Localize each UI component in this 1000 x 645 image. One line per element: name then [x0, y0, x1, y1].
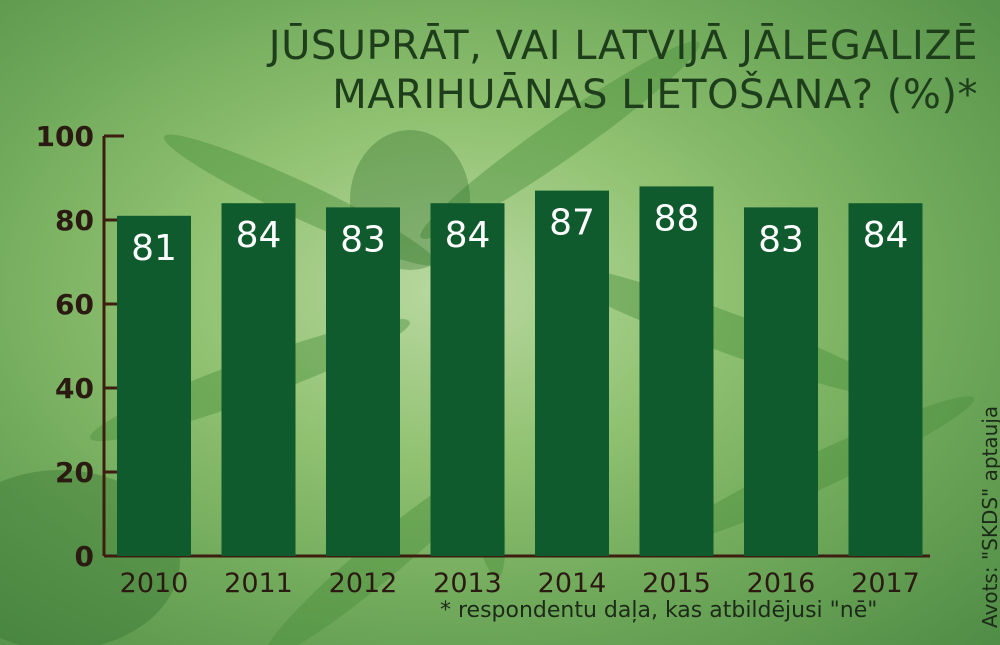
bar — [744, 207, 818, 556]
x-tick-label: 2013 — [433, 568, 502, 599]
x-tick-label: 2015 — [642, 568, 711, 599]
x-tick-label: 2014 — [538, 568, 607, 599]
bar-value-label: 83 — [340, 219, 386, 260]
y-tick-label: 0 — [75, 540, 94, 573]
y-tick-label: 100 — [36, 120, 94, 153]
chart-title: JŪSUPRĀT, VAI LATVIJĀ JĀLEGALIZĒ MARIHUĀ… — [258, 22, 978, 120]
chart-title-line1: JŪSUPRĀT, VAI LATVIJĀ JĀLEGALIZĒ — [268, 23, 978, 69]
x-tick-label: 2017 — [851, 568, 920, 599]
bar — [848, 203, 923, 556]
y-tick-label: 20 — [55, 456, 94, 489]
bar-value-label: 81 — [131, 228, 177, 269]
footnote: * respondentu daļa, kas atbildējusi "nē" — [440, 598, 878, 623]
bar — [535, 190, 609, 556]
bar-value-label: 84 — [863, 215, 909, 256]
bar-value-label: 87 — [549, 203, 595, 244]
x-tick-label: 2010 — [120, 568, 189, 599]
bar-value-label: 84 — [445, 215, 491, 256]
bar — [117, 215, 191, 557]
chart-title-line2: MARIHUĀNAS LIETOŠANA? (%)* — [332, 72, 978, 118]
x-tick-label: 2016 — [747, 568, 816, 599]
bar-value-label: 83 — [758, 219, 804, 260]
bar — [430, 203, 505, 556]
y-tick-label: 60 — [55, 288, 94, 321]
bar-value-label: 84 — [236, 215, 282, 256]
bar — [326, 207, 400, 556]
source-note: Avots: "SKDS" aptauja — [978, 405, 1000, 628]
y-tick-label: 40 — [55, 372, 94, 405]
bar — [221, 203, 296, 556]
x-tick-label: 2012 — [329, 568, 398, 599]
bar — [639, 186, 714, 556]
bar-value-label: 88 — [654, 198, 700, 239]
y-tick-label: 80 — [55, 204, 94, 237]
x-tick-label: 2011 — [224, 568, 293, 599]
